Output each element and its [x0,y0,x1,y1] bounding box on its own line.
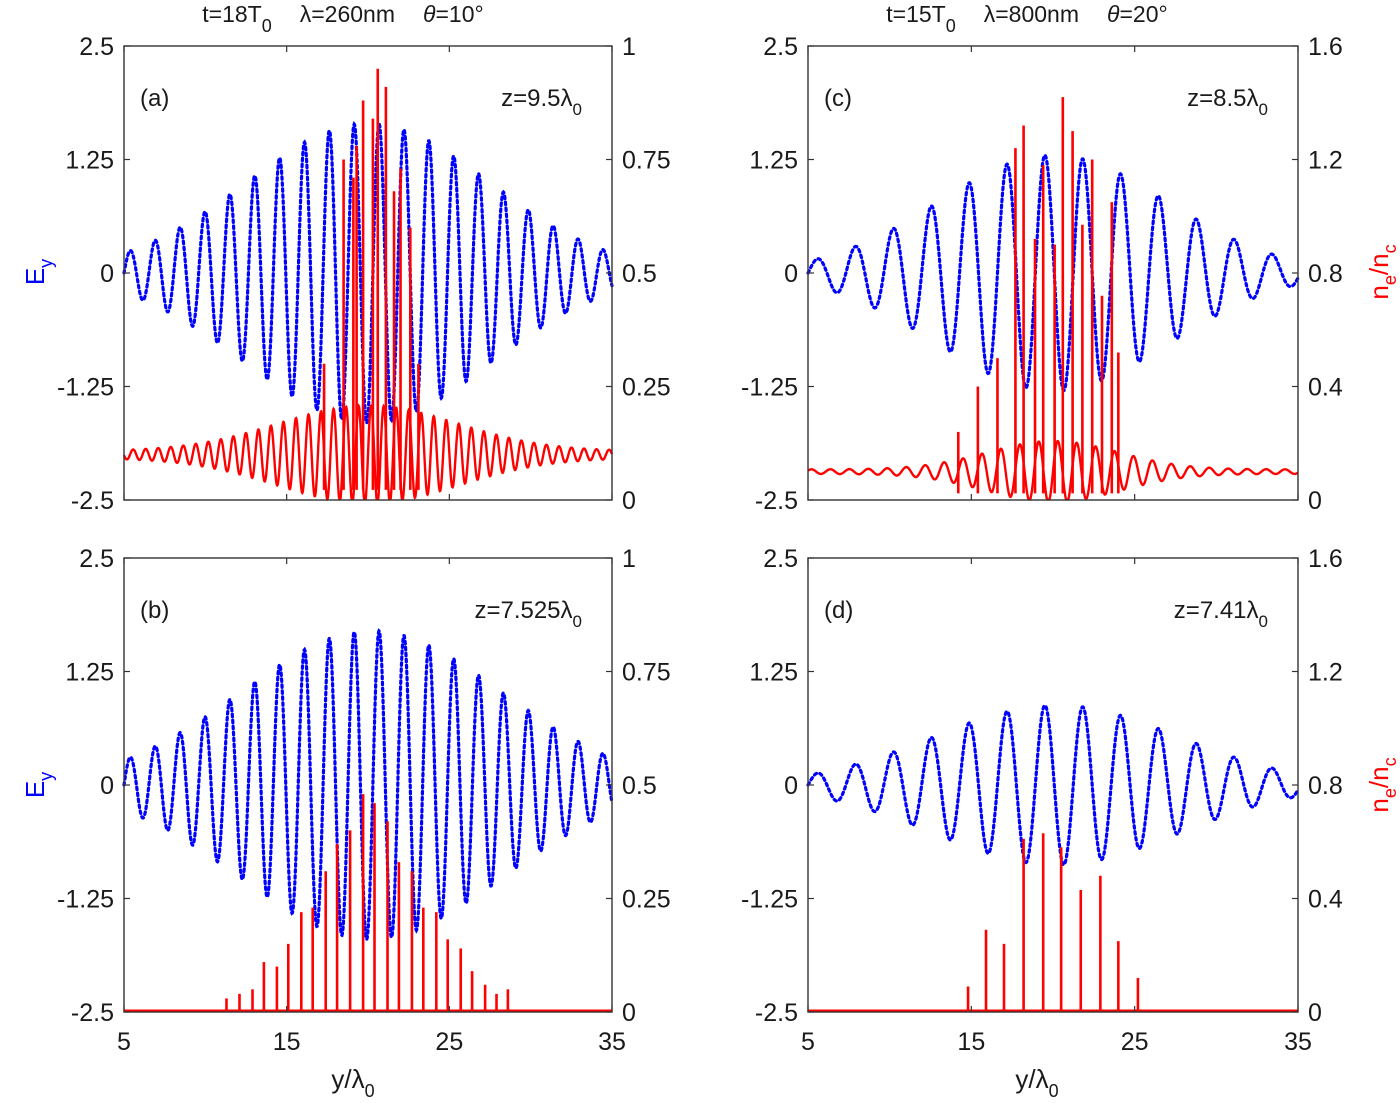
z-annotation: z=7.525λ0 [474,597,582,631]
left-tick-label: 2.5 [763,545,798,573]
left-tick-label: 0 [784,260,798,288]
field-ey-dotted-line [122,120,614,426]
right-tick-label: 0 [1308,487,1322,515]
column-title-left: t=18T0 λ=260nm θ=10° [202,1,483,36]
right-tick-label: 0.75 [622,147,671,175]
panel-d: 2.5 1.25 0 -1.25 -2.5 1.6 1.2 0.8 0.4 0 5 15 25 35 (d)… [741,545,1343,1056]
panel-label: (b) [140,597,169,624]
x-tick-label: 25 [435,1028,463,1056]
z-annotation: z=9.5λ0 [501,85,582,119]
z-annotation: z=8.5λ0 [1187,85,1268,119]
x-tick-label: 25 [1121,1028,1149,1056]
left-tick-label: 0 [100,260,114,288]
panel-label: (c) [824,85,852,112]
right-tick-label: 0 [1308,999,1322,1027]
left-tick-label: 1.25 [65,659,114,687]
x-axis-label-right: y/λ0 [1015,1064,1058,1101]
left-tick-label: -1.25 [57,886,114,914]
left-tick-label: 1.25 [65,147,114,175]
x-tick-label: 35 [1284,1028,1312,1056]
right-tick-label: 0.75 [622,659,671,687]
field-ey-dotted-line [806,153,1300,393]
left-tick-label: 0 [784,772,798,800]
right-tick-label: 0 [622,999,636,1027]
left-tick-label: 1.25 [749,147,798,175]
right-tick-label: 0 [622,487,636,515]
left-tick-label: 2.5 [79,545,114,573]
right-tick-label: 1.2 [1308,147,1343,175]
right-tick-label: 0.4 [1308,374,1343,402]
left-tick-label: 2.5 [79,33,114,61]
left-tick-label: -2.5 [71,999,114,1027]
density-background-line [122,403,614,502]
left-tick-label: 0 [100,772,114,800]
right-tick-label: 0.5 [622,260,657,288]
panel-label: (d) [824,597,853,624]
left-tick-label: -2.5 [71,487,114,515]
density-background-line [807,439,1299,501]
field-ey-dotted-line [122,628,614,942]
left-tick-label: -1.25 [57,374,114,402]
left-tick-label: 2.5 [763,33,798,61]
right-tick-label: 1.6 [1308,545,1343,573]
right-tick-label: 0.8 [1308,772,1343,800]
x-tick-label: 5 [801,1028,815,1056]
panel-label: (a) [140,85,169,112]
right-tick-label: 1 [622,545,636,573]
right-tick-label: 0.8 [1308,260,1343,288]
left-tick-label: -2.5 [755,487,798,515]
right-tick-label: 0.4 [1308,886,1343,914]
left-axis-label-top: Ey [20,259,56,285]
left-tick-label: -1.25 [741,374,798,402]
field-ey-dotted-line [806,703,1300,867]
right-axis-label-top: ne/nc [1364,244,1400,299]
left-tick-label: 1.25 [749,659,798,687]
right-tick-label: 0.5 [622,772,657,800]
x-tick-label: 15 [273,1028,301,1056]
left-axis-label-bottom: Ey [20,772,56,798]
left-tick-label: -2.5 [755,999,798,1027]
z-annotation: z=7.41λ0 [1174,597,1268,631]
right-axis-label-bottom: ne/nc [1364,757,1400,812]
panel-b: 2.5 1.25 0 -1.25 -2.5 1 0.75 0.5 0.25 0 5 15 25 35 (b)… [57,545,671,1056]
panel-a: 2.5 1.25 0 -1.25 -2.5 1 0.75 0.5 0.25 0 (a) z=9.5λ0 [57,33,671,515]
right-tick-label: 1.6 [1308,33,1343,61]
x-tick-label: 15 [957,1028,985,1056]
left-tick-label: -1.25 [741,886,798,914]
x-tick-label: 5 [117,1028,131,1056]
right-tick-label: 0.25 [622,374,671,402]
x-axis-label-left: y/λ0 [331,1064,374,1101]
right-tick-label: 1 [622,33,636,61]
x-tick-label: 35 [598,1028,626,1056]
right-tick-label: 1.2 [1308,659,1343,687]
panel-c: 2.5 1.25 0 -1.25 -2.5 1.6 1.2 0.8 0.4 0 (c) z=8.5λ0 [741,33,1343,515]
right-tick-label: 0.25 [622,886,671,914]
column-title-right: t=15T0 λ=800nm θ=20° [886,1,1167,36]
